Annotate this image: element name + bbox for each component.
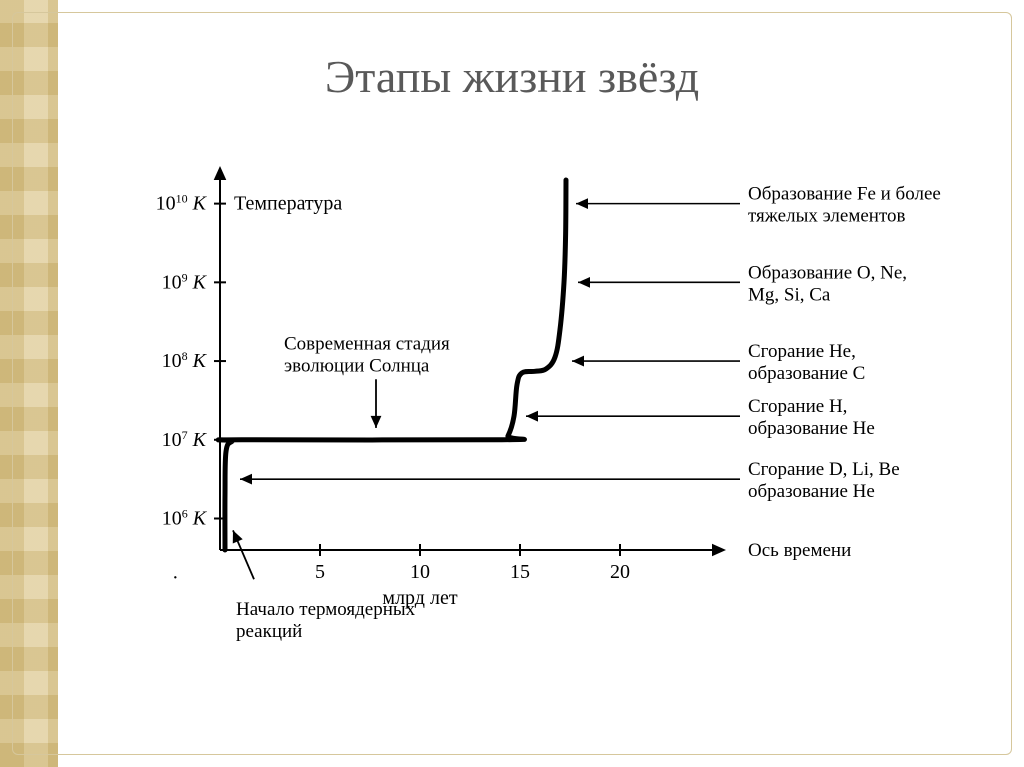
- stellar-evolution-chart: 5101520млрд лет106 К107 K108 K109 K1010 …: [140, 170, 940, 650]
- svg-text:Температура: Температура: [234, 193, 342, 215]
- svg-text:Сгорание He,образование C: Сгорание He,образование C: [748, 341, 865, 384]
- svg-text:106 К: 106 К: [162, 507, 208, 530]
- svg-text:·: ·: [172, 567, 179, 589]
- slide-side-ornament: [0, 0, 58, 767]
- svg-text:1010 K: 1010 K: [156, 192, 208, 215]
- svg-text:109 K: 109 K: [162, 270, 208, 293]
- svg-text:Сгорание D, Li, Beобразование: Сгорание D, Li, Beобразование He: [748, 459, 900, 502]
- svg-text:5: 5: [315, 561, 325, 583]
- svg-text:Образование Fe и болеетяжелых: Образование Fe и болеетяжелых элементов: [748, 184, 941, 227]
- svg-text:Сгорание H,образование He: Сгорание H,образование He: [748, 396, 875, 439]
- svg-text:10: 10: [410, 561, 430, 583]
- svg-text:Современная стадияэволюции Сол: Современная стадияэволюции Солнца: [284, 333, 450, 376]
- svg-text:Начало термоядерныхреакций: Начало термоядерныхреакций: [236, 599, 416, 642]
- svg-text:108 K: 108 K: [162, 349, 208, 372]
- svg-text:107 K: 107 K: [162, 428, 208, 451]
- svg-text:Ось времени: Ось времени: [748, 540, 851, 561]
- svg-text:15: 15: [510, 561, 530, 583]
- svg-text:Образование O, Ne,Mg, Si, Ca: Образование O, Ne,Mg, Si, Ca: [748, 262, 907, 305]
- page-title: Этапы жизни звёзд: [0, 50, 1024, 103]
- svg-text:20: 20: [610, 561, 630, 583]
